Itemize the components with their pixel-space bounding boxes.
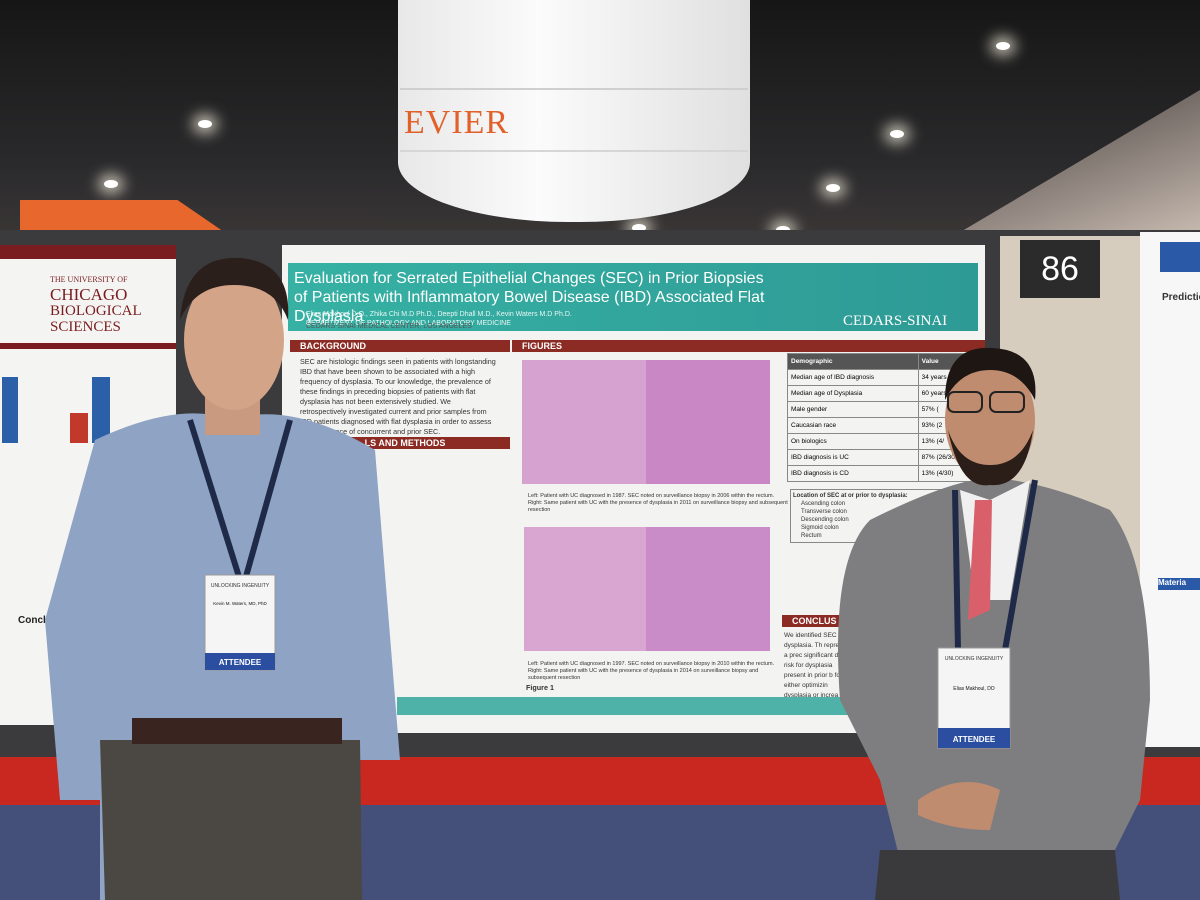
- hanging-banner: [398, 0, 750, 222]
- lanyard: [242, 419, 293, 581]
- ceiling-light: [996, 42, 1010, 50]
- chart-bar: [70, 413, 88, 443]
- badge-event: UNLOCKING INGENUITY: [945, 656, 1004, 662]
- hair: [945, 347, 1036, 400]
- banner-band: [400, 88, 748, 152]
- badge-name: Elias Makhoul, DO: [953, 686, 995, 692]
- section-heading: BACKGROUND: [290, 340, 510, 352]
- banner-text: EVIER: [404, 104, 510, 141]
- trousers: [100, 740, 362, 900]
- list-item: Rectum: [801, 533, 822, 539]
- face: [184, 270, 284, 410]
- chart-bar: [92, 377, 110, 443]
- main-poster: Evaluation for Serrated Epithelial Chang…: [282, 245, 985, 733]
- ceiling-light: [826, 184, 840, 192]
- institution: THE UNIVERSITY OF: [50, 275, 128, 284]
- heading: Predictio: [1162, 292, 1200, 303]
- institution: CHICAGO: [50, 285, 128, 304]
- section-text: SEC are histologic findings seen in pati…: [300, 357, 496, 436]
- list-item: Descending colon: [801, 517, 849, 523]
- section-heading: CONCLUS: [782, 615, 852, 627]
- institution: BIOLOGICAL: [50, 303, 142, 319]
- institution: SCIENCES: [50, 319, 121, 335]
- poster-logo: CEDARS-SINAI: [843, 313, 948, 329]
- badge-strip: [205, 653, 275, 670]
- ceiling-light: [890, 130, 904, 138]
- logo: [1160, 242, 1200, 272]
- hair: [180, 257, 289, 320]
- tie: [968, 500, 992, 620]
- poster-footer: [397, 697, 857, 715]
- poster-title: Evaluation for Serrated Epithelial Chang…: [294, 270, 765, 325]
- badge-event: UNLOCKING INGENUITY: [211, 583, 270, 589]
- list-item: Transverse colon: [801, 509, 847, 515]
- ceiling-light: [198, 120, 212, 128]
- belt: [132, 718, 342, 744]
- list-title: Location of SEC at or prior to dysplasia…: [793, 493, 908, 499]
- list-items: Ascending colon Transverse colon Descendin…: [793, 500, 963, 540]
- figure-caption: Left: Patient with UC diagnosed in 1997.…: [528, 661, 775, 681]
- badge-role: ATTENDEE: [953, 735, 996, 744]
- glasses: [989, 391, 1025, 413]
- histology-image: [646, 527, 770, 651]
- department: DEPARTMENT OF PATHOLOGY AND LABORATORY M…: [306, 320, 511, 327]
- lanyard: [1002, 479, 1038, 651]
- trousers: [875, 850, 1120, 900]
- badge-role: ATTENDEE: [219, 658, 262, 667]
- face: [945, 358, 1035, 482]
- glasses: [947, 391, 983, 413]
- figure-label: Figure 1: [526, 683, 554, 692]
- section-text: We identified SEC flat dysplasia. Th rep…: [784, 632, 852, 699]
- lanyard: [952, 489, 961, 651]
- section-heading: Materia: [1158, 578, 1200, 590]
- section-heading: FIGURES: [512, 340, 985, 352]
- poster-stripe: [0, 245, 176, 259]
- ceiling-light: [104, 180, 118, 188]
- histology-image: [524, 527, 646, 651]
- histology-image: [522, 360, 646, 484]
- booth-number: 86: [1020, 240, 1100, 298]
- title-bar: Evaluation for Serrated Epithelial Chang…: [288, 263, 978, 331]
- right-poster: Predictio Materia: [1140, 232, 1200, 747]
- poster-stripe: [0, 343, 176, 349]
- table-row: IBD diagnosis is CD 13% (4/30): [787, 465, 978, 482]
- ceiling-light: [632, 224, 646, 232]
- badge-strip: [938, 728, 1010, 748]
- beard: [948, 430, 1033, 486]
- list-item: Sigmoid colon: [801, 525, 839, 531]
- hands: [918, 782, 1000, 830]
- lanyard: [187, 419, 243, 581]
- section-heading: Conclu: [18, 615, 52, 626]
- chart-bar: [2, 377, 18, 443]
- authors: Elias Makhoul D.O., Zhika Chi M.D Ph.D.,…: [306, 311, 572, 318]
- figure-caption: Left: Patient with UC diagnosed in 1987.…: [528, 493, 788, 513]
- list-item: Ascending colon: [801, 501, 846, 507]
- histology-image: [646, 360, 770, 484]
- location: CEDARS-SINAI MEDICAL CENTER, LOS ANGELES: [306, 323, 472, 330]
- badge-name: Kevin M. Waters, MD, PhD: [213, 601, 267, 606]
